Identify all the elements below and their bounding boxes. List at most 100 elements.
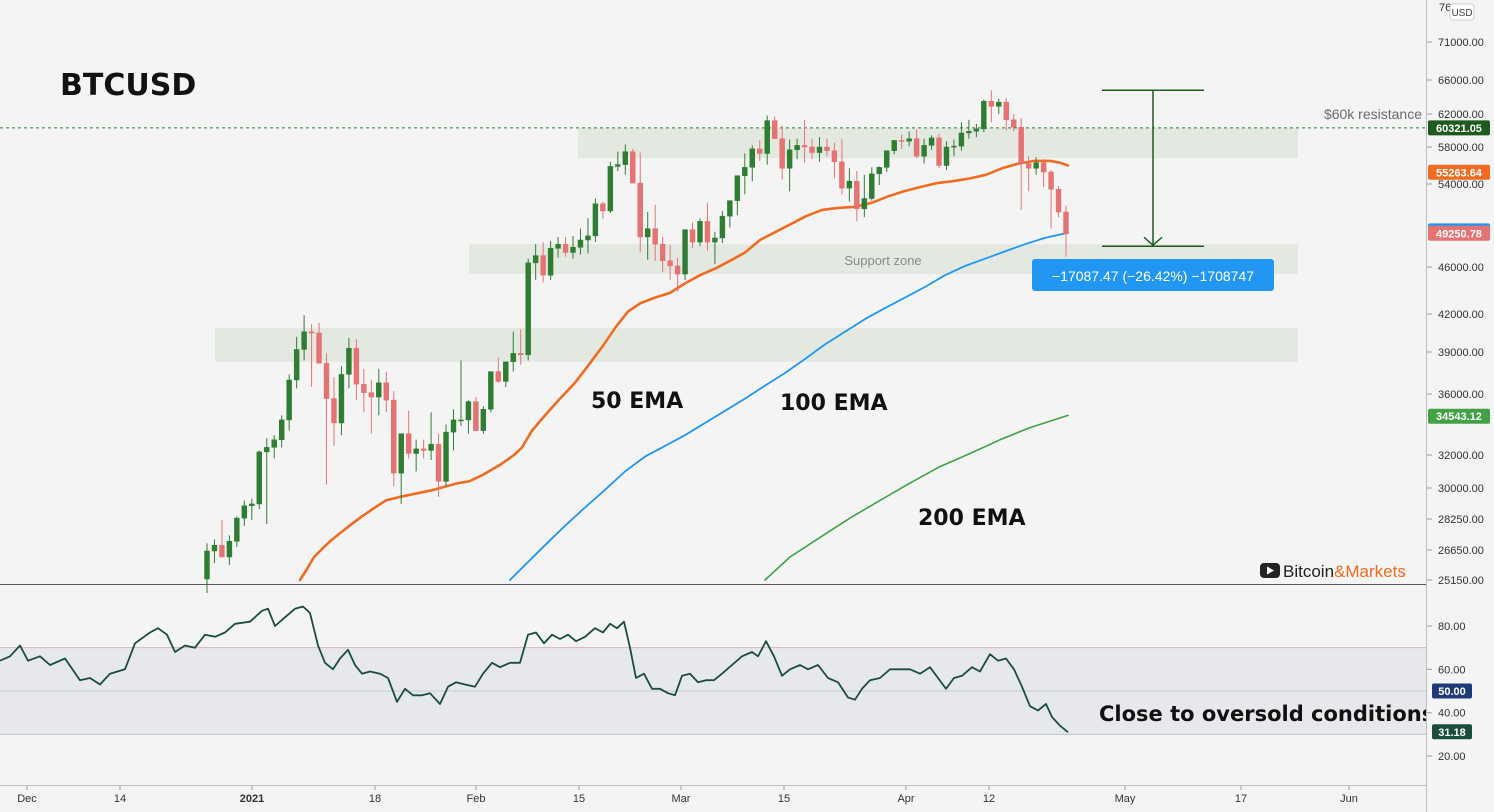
- candle: [555, 236, 561, 258]
- candle-body: [353, 347, 360, 385]
- price-badge: 49250.78: [1428, 225, 1490, 241]
- candle: [405, 410, 412, 459]
- candle: [1003, 97, 1009, 131]
- candle: [674, 257, 681, 292]
- candle: [652, 204, 658, 261]
- candle: [1010, 114, 1017, 132]
- rsi-current-badge-label: 31.18: [1438, 727, 1466, 739]
- candle-body: [689, 229, 696, 243]
- candle-body: [413, 448, 419, 454]
- candle-body: [622, 151, 629, 165]
- candle: [435, 433, 442, 497]
- candle-body: [585, 235, 591, 241]
- candle-body: [1040, 162, 1047, 173]
- candle-body: [824, 146, 830, 151]
- candle-body: [405, 433, 412, 454]
- candle: [689, 222, 696, 249]
- candle-body: [540, 255, 546, 276]
- candle: [630, 148, 636, 184]
- ema50-label: 50 EMA: [591, 389, 683, 414]
- candle: [219, 519, 225, 558]
- rsi-note: Close to oversold conditions: [1099, 702, 1434, 726]
- rsi-pane: [0, 605, 1426, 735]
- candle: [532, 244, 539, 280]
- candle: [727, 200, 733, 228]
- candle: [398, 433, 404, 504]
- candle-body: [398, 433, 404, 474]
- candle-body: [249, 503, 255, 506]
- candle-body: [555, 243, 561, 249]
- candle: [465, 400, 472, 434]
- currency-badge[interactable]: USD: [1449, 3, 1475, 21]
- measure-label: −17087.47 (−26.42%) −1708747: [1052, 268, 1254, 284]
- candle: [966, 119, 972, 139]
- candle: [839, 138, 845, 195]
- candle: [226, 535, 233, 565]
- candle: [973, 123, 980, 138]
- candle: [869, 167, 875, 201]
- candle: [779, 125, 785, 180]
- candle-body: [488, 371, 494, 410]
- time-axis[interactable]: Dec 14 2021 18 Feb 15 Mar 15 Apr 12 May 17 Jun: [17, 786, 1358, 805]
- price-badge-label: 60321.05: [1436, 123, 1482, 135]
- time-tick-label: 2021: [240, 793, 264, 805]
- candle-body: [876, 167, 882, 175]
- measure-label-box: [1032, 259, 1274, 291]
- candle-body: [383, 382, 389, 401]
- candle: [577, 228, 584, 255]
- measure-tool: −17087.47 (−26.42%) −1708747: [1032, 89, 1274, 291]
- candle: [943, 141, 950, 171]
- candle: [749, 145, 755, 182]
- candle-body: [712, 237, 718, 243]
- candle-body: [368, 392, 375, 398]
- candle-body: [420, 448, 427, 451]
- candle: [346, 338, 352, 389]
- candle: [659, 236, 666, 272]
- time-tick-label: 15: [573, 793, 585, 805]
- ema200-label: 200 EMA: [918, 506, 1026, 531]
- candle-body: [547, 248, 554, 276]
- candle: [764, 115, 770, 165]
- candle: [293, 336, 300, 389]
- candle-body: [338, 374, 345, 424]
- candle-body: [308, 331, 315, 334]
- candle-body: [884, 150, 890, 168]
- price-badge-label: 34543.12: [1436, 411, 1482, 423]
- price-badge: 60321.05: [1428, 120, 1490, 136]
- candle: [742, 153, 748, 195]
- candle-body: [473, 401, 479, 431]
- price-tick-label: 46000.00: [1438, 262, 1484, 274]
- candle-body: [510, 353, 516, 363]
- candle-body: [898, 140, 905, 142]
- ema100-line: [509, 231, 1069, 581]
- candle: [682, 229, 688, 280]
- candle-body: [921, 145, 927, 157]
- candle-body: [592, 203, 599, 237]
- candle-body: [1033, 162, 1039, 169]
- candle-body: [630, 151, 636, 184]
- candle: [921, 138, 927, 164]
- candle: [286, 374, 292, 431]
- candle: [816, 137, 823, 162]
- candle: [316, 322, 322, 364]
- candle: [913, 129, 920, 159]
- candle-body: [518, 353, 524, 356]
- candle: [570, 235, 576, 259]
- candle-body: [211, 544, 218, 552]
- candle: [488, 371, 494, 413]
- candle: [338, 366, 345, 436]
- candle-body: [644, 228, 651, 238]
- candle: [540, 242, 546, 283]
- price-badge: 55263.64: [1428, 164, 1490, 180]
- price-top-partial: 76: [1439, 2, 1451, 14]
- candle: [771, 116, 778, 139]
- candle: [420, 439, 427, 459]
- price-tick-label: 71000.00: [1438, 37, 1484, 49]
- candle: [458, 360, 464, 427]
- candle-body: [816, 146, 823, 153]
- candle: [809, 138, 815, 160]
- candle: [667, 245, 673, 280]
- candle-body: [742, 167, 748, 176]
- candle: [876, 166, 882, 186]
- price-tick-label: 54000.00: [1438, 179, 1484, 191]
